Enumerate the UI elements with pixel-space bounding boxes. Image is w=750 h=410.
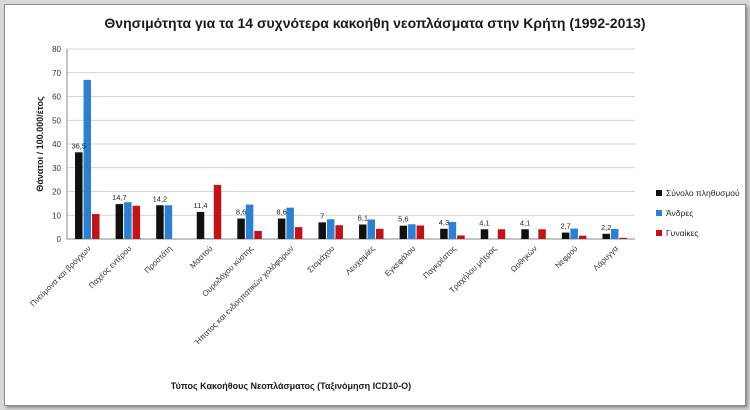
bar-total [277,218,286,239]
bar-women [619,237,627,239]
bar-women [92,214,100,239]
bar-total [115,204,124,239]
bar-women [294,227,303,239]
y-tick-label: 0 [57,235,62,244]
bar-women [132,205,141,239]
legend-label: Γυναίκες [666,228,699,238]
category-label: Νεφρού [553,244,579,270]
y-axis-title: Θάνατοι / 100.000/έτος [35,96,45,192]
bar-women [457,235,465,239]
bar-women [578,235,587,239]
data-label: 8,6 [276,208,286,217]
legend-label: Σύνολο πληθυσμού [666,188,740,198]
bar-total [196,211,205,239]
y-tick-label: 50 [52,116,61,125]
bar-men [610,229,619,239]
chart-frame: Θνησιμότητα για τα 14 συχνότερα κακοήθη … [4,4,746,406]
y-tick-label: 10 [52,211,61,220]
category-label: Στομάχου [306,244,336,274]
y-tick-label: 30 [52,164,61,173]
data-label: 11,4 [193,201,207,210]
category-label: Λάρυγγα [591,244,620,273]
data-label: 14,7 [112,193,127,202]
bar-total [602,233,610,239]
data-label: 4,3 [439,218,449,227]
category-label: Εγκεφάλου [383,244,417,278]
bar-women [538,229,546,239]
data-label: 7 [320,211,324,220]
bar-total [399,225,408,239]
data-label: 5,6 [398,215,408,224]
bar-men [286,207,294,239]
bar-total [237,218,245,239]
bar-women [376,228,384,239]
bar-total [318,222,326,239]
data-label: 2,2 [601,223,611,232]
bar-total [440,228,448,239]
bar-men [83,79,92,239]
bar-men [570,228,578,239]
legend-swatch [656,190,662,196]
legend-label: Άνδρες [666,208,693,218]
category-label: Μαστού [188,244,214,270]
bar-women [416,225,425,239]
mortality-bar-chart: Θνησιμότητα για τα 14 συχνότερα κακοήθη … [28,15,740,391]
x-axis-title: Τύπος Κακοήθους Νεοπλάσματος (Ταξινόμηση… [171,381,411,391]
y-tick-label: 70 [52,69,61,78]
data-label: 4,1 [479,218,489,227]
data-label: 6,1 [358,214,368,223]
bar-total [480,229,489,239]
bar-men [367,219,376,239]
bar-men [124,202,132,239]
category-label: Ωοθηκών [509,244,539,274]
category-label: Προστάτη [143,244,174,275]
bar-women [213,184,222,239]
y-tick-label: 60 [52,93,61,102]
category-label: Παγκρέατος [421,244,458,281]
bar-men [408,224,416,239]
bar-men [205,238,213,239]
data-label: 36,5 [71,141,86,150]
y-tick-label: 20 [52,188,61,197]
bar-men [448,221,457,239]
bar-total [521,229,529,239]
y-tick-label: 80 [52,45,61,54]
data-label: 14,2 [153,194,168,203]
data-label: 8,6 [236,208,246,217]
bar-women [254,230,262,239]
bar-women [335,225,343,239]
y-tick-label: 40 [52,140,61,149]
bar-total [561,232,570,239]
data-label: 2,7 [560,222,570,231]
category-label: Παχέος εντέρου [87,244,133,290]
data-label: 4,1 [520,218,530,227]
bar-total [359,224,367,239]
bar-total [156,205,164,239]
bar-men [164,205,173,239]
chart-title: Θνησιμότητα για τα 14 συχνότερα κακοήθη … [104,15,645,31]
bar-women [497,229,506,239]
category-label: Πνεύμονα και βρόγχων [28,244,92,308]
legend-swatch [656,210,662,216]
category-label: Λευχαιμίες [344,244,377,277]
legend-swatch [656,230,662,236]
bar-men [326,219,335,239]
bar-total [75,152,83,239]
bar-men [245,204,254,239]
